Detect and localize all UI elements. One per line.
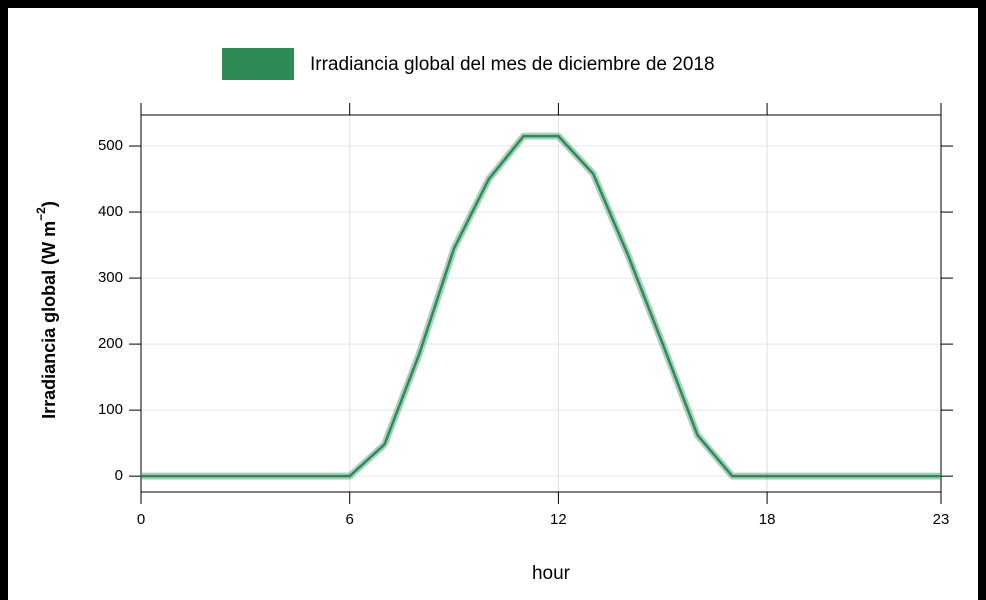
x-tick-label: 12 [550,511,567,528]
y-axis-label: Irradiancia global (W m−2) [34,201,59,419]
x-axis-label: hour [532,563,571,584]
plot-border [140,114,942,493]
y-tick-label: 500 [98,137,123,154]
y-tick-label: 300 [98,269,123,286]
y-tick-label: 0 [115,467,123,484]
x-tick-label: 0 [137,511,145,528]
x-tick-label: 23 [933,511,950,528]
y-label-main: Irradiancia global (W m [39,221,59,419]
x-tick-label: 18 [759,511,776,528]
y-tick-label: 100 [98,401,123,418]
y-tick-label: 400 [98,203,123,220]
line-band [141,132,941,480]
y-tick-label: 200 [98,335,123,352]
x-tick-label: 6 [346,511,354,528]
chart: Irradiancia global del mes de diciembre … [34,48,953,584]
y-label-end: ) [39,201,59,207]
legend-label: Irradiancia global del mes de diciembre … [310,54,715,75]
line [141,134,941,478]
y-label-sup: −2 [34,207,48,221]
legend-swatch [222,48,294,80]
